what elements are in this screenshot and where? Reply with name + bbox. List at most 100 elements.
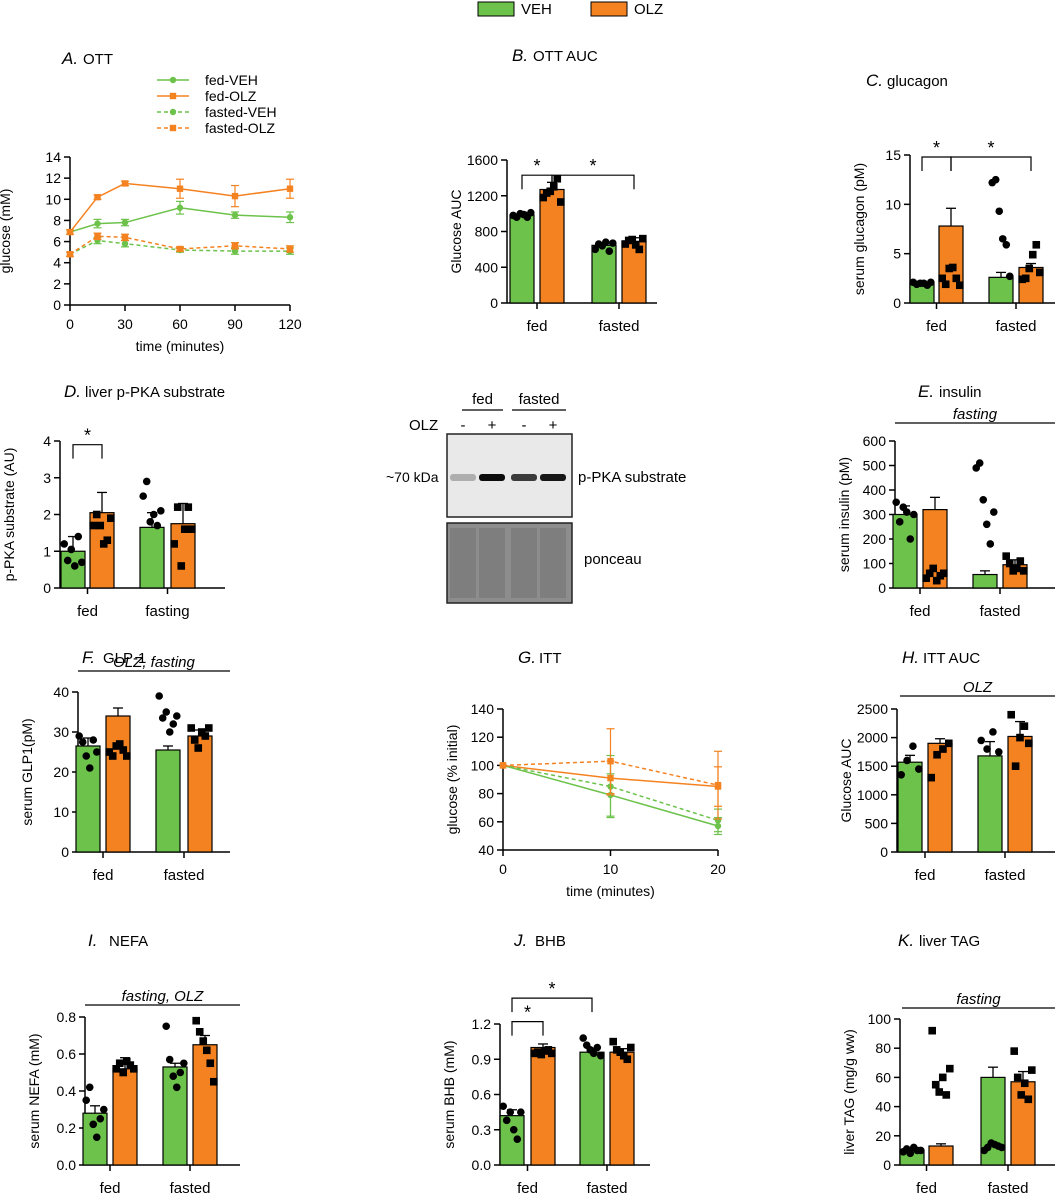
blot-lane-label: - [522,417,527,434]
blot-band [540,474,566,481]
data-point [63,556,72,565]
data-point [205,724,213,732]
data-point [925,569,934,578]
y-tick-label: 2 [53,276,61,292]
data-point [591,245,599,254]
data-point [170,540,178,548]
data-point [194,744,203,752]
panel-B: B. OTT AUC 0 400 800 1200 1600 Glucose AUC fed fa… [448,46,657,335]
bar-veh-fed [60,550,86,589]
legend-label: VEH [521,1,552,18]
data-point [85,764,94,772]
x-tick-label: 10 [603,861,619,877]
legend-marker [169,76,177,84]
y-tick-label: 0.4 [57,1083,77,1099]
bar-olz-fed [112,1068,138,1166]
blot-band-label: p-PKA substrate [578,469,686,486]
data-point [139,492,147,500]
bar-veh-fasted [591,244,617,304]
data-point [1002,240,1011,249]
data-point [1007,710,1015,719]
y-tick-label: 300 [863,507,887,523]
panel-G: G. ITT 40 60 80 100 120 140 glucose (% initial) 0… [444,648,726,899]
data-point [935,1088,944,1096]
legend-marker [169,124,177,132]
blot-lane-row-label: OLZ [409,417,438,434]
x-tick-label: fasted [599,318,640,335]
data-point [157,507,165,515]
y-tick-label: 0.0 [57,1157,77,1173]
data-point [169,1072,178,1080]
data-point [927,773,935,782]
ponceau-label: ponceau [584,551,642,568]
data-point [78,738,87,746]
x-tick-label: fed [517,1180,538,1197]
bar-olz-fasted [1007,735,1033,853]
data-point [66,228,74,236]
data-point [517,1108,525,1116]
y-tick-label: 0.9 [472,1051,492,1067]
panel-K: K. liver TAG 0 20 40 60 80 100 liver TAG (mg/g w… [841,931,1055,1197]
y-tick-label: 1200 [467,188,498,204]
data-point [952,274,961,283]
data-point [123,752,131,760]
bar-veh-fasted [155,749,181,853]
data-point [983,745,991,753]
panel-title: NEFA [109,933,148,950]
x-tick-label: 20 [710,861,726,877]
data-point [180,525,189,533]
y-axis-label: serum NEFA (mM) [26,1033,42,1148]
data-point [929,564,938,573]
data-point [231,211,239,219]
data-point [909,742,917,750]
y-tick-label: 60 [875,1069,891,1085]
x-tick-label: fed [916,1180,937,1197]
data-point [902,508,911,516]
legend: VEH OLZ [477,1,663,18]
x-tick-label: fasted [164,867,205,884]
significance-star: * [533,156,540,176]
data-point [539,193,547,202]
data-point [548,1049,556,1058]
y-axis-label: glucose (mM) [0,189,13,274]
data-point [1013,1073,1022,1082]
data-point [1021,274,1030,283]
data-point [89,521,97,530]
y-tick-label: 2 [43,507,51,523]
y-tick-label: 0.6 [57,1046,77,1062]
data-point [546,187,555,196]
data-point [115,1059,124,1068]
data-point [1025,739,1033,748]
blot-group-label: fed [472,391,493,408]
data-point [939,745,947,753]
y-tick-label: 12 [45,170,61,186]
panel-title: liver TAG [919,933,980,950]
data-point [165,1055,174,1064]
y-tick-label: 0 [53,297,61,313]
y-tick-label: 2000 [857,730,888,746]
x-axis-label: time (minutes) [136,338,225,354]
data-point [103,536,112,545]
data-point [96,521,105,530]
bar-veh-fed [892,513,918,589]
data-point [100,1105,108,1114]
significance-bracket [551,174,635,190]
data-point [593,1043,602,1052]
data-point [286,245,294,253]
legend-swatch-veh [477,1,515,17]
bar-olz-fed [539,188,565,304]
data-point [176,185,184,192]
data-point [506,1108,515,1116]
data-point [119,746,128,754]
data-point [932,576,941,585]
panel-title: GLP-1 [103,650,146,667]
data-point [628,235,637,244]
x-tick-label: fed [910,603,931,620]
significance-note: OLZ [963,679,993,696]
legend-marker [169,108,177,116]
data-point [931,1080,940,1089]
data-point [903,756,911,765]
panel-C: C. glucagon 0 5 10 15 serum glucagon (pM) fed fa… [851,71,1055,335]
data-point [192,1016,200,1025]
data-point [991,175,1000,184]
